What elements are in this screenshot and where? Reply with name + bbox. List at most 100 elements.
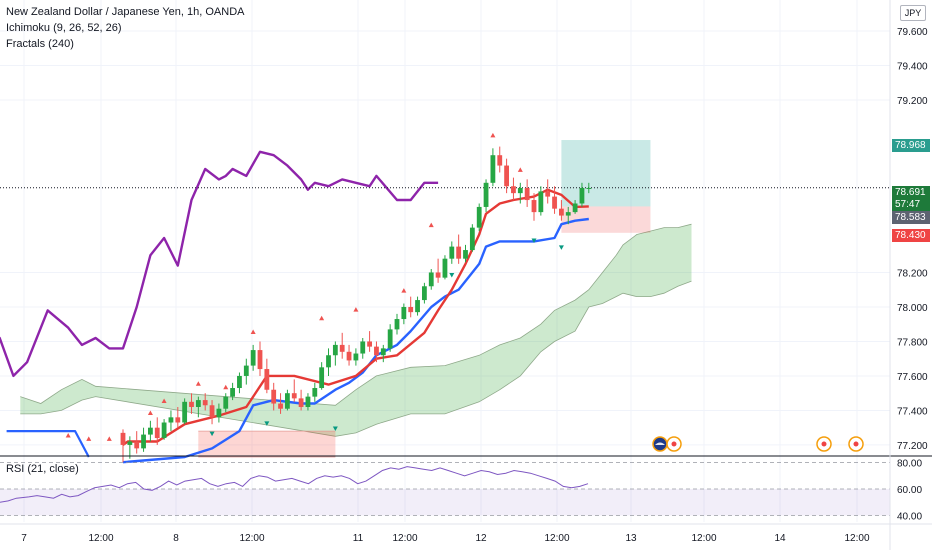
candle-body xyxy=(524,187,530,201)
candle-body xyxy=(476,206,482,228)
ichimoku-legend[interactable]: Ichimoku (9, 26, 52, 26) xyxy=(6,22,122,34)
candle-body xyxy=(319,367,325,389)
candle-body xyxy=(285,393,290,409)
fractal-down-marker xyxy=(332,426,338,432)
rsi-tick-label: 60.00 xyxy=(897,485,922,496)
candle-body xyxy=(332,344,338,356)
candle-body xyxy=(469,227,475,251)
time-tick-label: 13 xyxy=(625,533,637,544)
ichimoku-cloud xyxy=(20,223,692,458)
rsi-tick-label: 80.00 xyxy=(897,459,922,470)
cloud-green-span-b xyxy=(20,280,692,437)
candle-body xyxy=(264,369,270,390)
candle-body xyxy=(394,319,400,330)
economic-event-dot xyxy=(671,441,677,447)
time-tick-label: 14 xyxy=(774,533,786,544)
candle-body xyxy=(141,434,146,449)
rsi-pane xyxy=(0,455,932,516)
candle-body xyxy=(168,417,174,423)
take-profit-price-label: 78.968 xyxy=(892,139,930,152)
price-tick-label: 79.200 xyxy=(897,96,928,107)
candle-body xyxy=(565,212,571,216)
profit-zone xyxy=(561,140,651,207)
fractal-down-marker xyxy=(264,421,270,426)
candle-body xyxy=(250,350,256,366)
candle-body xyxy=(422,286,427,301)
candle-body xyxy=(195,400,201,407)
candle-body xyxy=(353,353,359,361)
time-tick-label: 12:00 xyxy=(239,533,264,544)
rsi-legend[interactable]: RSI (21, close) xyxy=(6,463,79,475)
candle-body xyxy=(579,187,585,204)
fractal-up-marker xyxy=(250,329,256,335)
candle-body xyxy=(120,432,126,445)
candle-body xyxy=(374,346,379,356)
candle-body xyxy=(538,191,544,213)
candle-body xyxy=(483,182,489,207)
price-tick-label: 79.400 xyxy=(897,62,928,73)
kijun-price-label: 78.583 xyxy=(892,211,930,224)
stop-loss-price-label: 78.430 xyxy=(892,229,930,242)
candle-body xyxy=(202,400,208,406)
candle-body xyxy=(271,389,277,404)
candle-body xyxy=(531,200,537,213)
candle-body xyxy=(497,155,503,166)
price-tick-label: 77.600 xyxy=(897,372,928,383)
candle-body xyxy=(305,396,311,407)
candle-body xyxy=(346,351,352,361)
fractal-up-marker xyxy=(319,315,325,321)
candle-body xyxy=(401,306,407,320)
fractal-up-marker xyxy=(106,436,112,441)
grid xyxy=(0,0,890,522)
economic-event-dot xyxy=(821,441,827,447)
currency-badge[interactable]: JPY xyxy=(900,5,926,21)
candle-body xyxy=(127,441,133,445)
candle-body xyxy=(257,350,263,370)
economic-event-dot xyxy=(853,441,859,447)
fractal-up-marker xyxy=(517,167,523,172)
candle-body xyxy=(428,272,434,287)
candle-body xyxy=(312,388,318,397)
rsi-band xyxy=(0,489,890,516)
fractal-up-marker xyxy=(86,436,92,441)
time-tick-label: 12 xyxy=(475,533,487,544)
candle-body xyxy=(230,388,235,397)
candle-body xyxy=(586,187,592,189)
time-tick-label: 12:00 xyxy=(544,533,569,544)
candle-body xyxy=(278,403,283,409)
fractals-legend[interactable]: Fractals (240) xyxy=(6,38,74,50)
candle-body xyxy=(209,405,215,418)
last-price-label: 78.691 xyxy=(892,186,930,199)
candle-body xyxy=(237,375,242,389)
candle-body xyxy=(572,203,578,213)
candle-body xyxy=(360,341,366,354)
event-markers[interactable] xyxy=(652,436,864,452)
candle-body xyxy=(435,272,441,278)
candle-body xyxy=(189,401,194,407)
candle-body xyxy=(408,306,414,313)
fractal-down-marker xyxy=(558,245,564,250)
fractal-up-marker xyxy=(353,307,359,312)
price-tick-label: 78.200 xyxy=(897,268,928,279)
candlesticks xyxy=(120,146,592,463)
candle-body xyxy=(387,329,393,349)
price-tick-label: 77.200 xyxy=(897,441,928,452)
chart-title: New Zealand Dollar / Japanese Yen, 1h, O… xyxy=(6,6,245,18)
candle-body xyxy=(463,250,468,259)
rsi-line xyxy=(0,466,589,503)
candle-body xyxy=(545,191,551,197)
candle-body xyxy=(223,396,229,409)
candle-body xyxy=(291,393,297,399)
time-tick-label: 7 xyxy=(21,533,27,544)
time-tick-label: 12:00 xyxy=(844,533,869,544)
time-tick-label: 11 xyxy=(353,533,364,544)
cloud-green xyxy=(20,224,692,437)
long-position-tool[interactable] xyxy=(561,140,651,233)
fractal-up-marker xyxy=(428,222,434,228)
candle-body xyxy=(243,365,249,376)
candle-body xyxy=(559,208,564,216)
